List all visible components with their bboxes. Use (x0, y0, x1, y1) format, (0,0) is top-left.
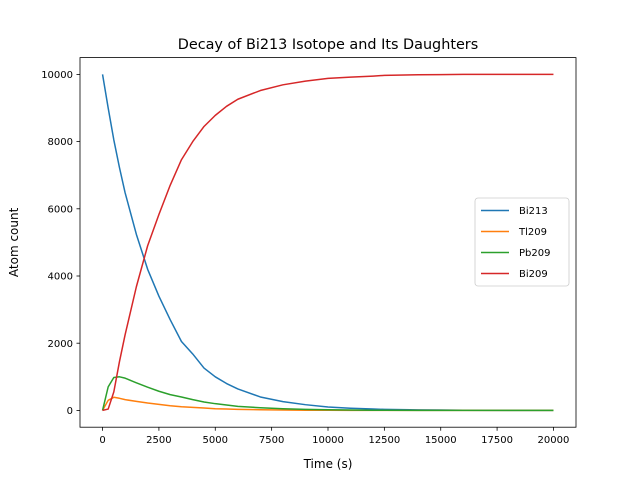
plot-lines (101, 73, 554, 412)
legend-label-pb209: Pb209 (519, 248, 550, 259)
x-tick-label-4: 10000 (312, 435, 344, 446)
y-axis-label: Atom count (7, 207, 21, 277)
x-tick-label-2: 5000 (203, 435, 228, 446)
y-tick-label-5: 10000 (41, 70, 73, 81)
chart-title: Decay of Bi213 Isotope and Its Daughters (178, 37, 478, 53)
x-tick-label-8: 20000 (538, 435, 570, 446)
legend-label-bi213: Bi213 (519, 206, 548, 217)
y-tick-label-4: 8000 (48, 137, 73, 148)
y-tick-label-0: 0 (67, 406, 73, 417)
y-tick-label-3: 6000 (48, 204, 73, 215)
x-axis-label: Time (s) (303, 457, 353, 471)
y-tick-label-1: 2000 (48, 339, 73, 350)
legend-label-bi209: Bi209 (519, 269, 548, 280)
x-tick-label-1: 2500 (146, 435, 171, 446)
x-tick-label-0: 0 (99, 435, 105, 446)
y-tick-label-2: 4000 (48, 272, 73, 283)
legend-box (474, 197, 570, 287)
series-line-pb209 (101, 376, 554, 412)
legend-label-tl209: Tl209 (518, 227, 547, 238)
x-tick-label-6: 15000 (425, 435, 457, 446)
y-axis: 0 2000 4000 6000 8000 10000 (41, 70, 80, 417)
x-tick-label-3: 7500 (259, 435, 284, 446)
series-line-bi209 (102, 73, 554, 412)
legend: Bi213 Tl209 Pb209 Bi209 (474, 197, 570, 287)
x-tick-label-7: 17500 (481, 435, 513, 446)
x-tick-label-5: 12500 (368, 435, 400, 446)
x-axis: 0 2500 5000 7500 10000 12500 15000 17500 20000 (99, 427, 569, 446)
